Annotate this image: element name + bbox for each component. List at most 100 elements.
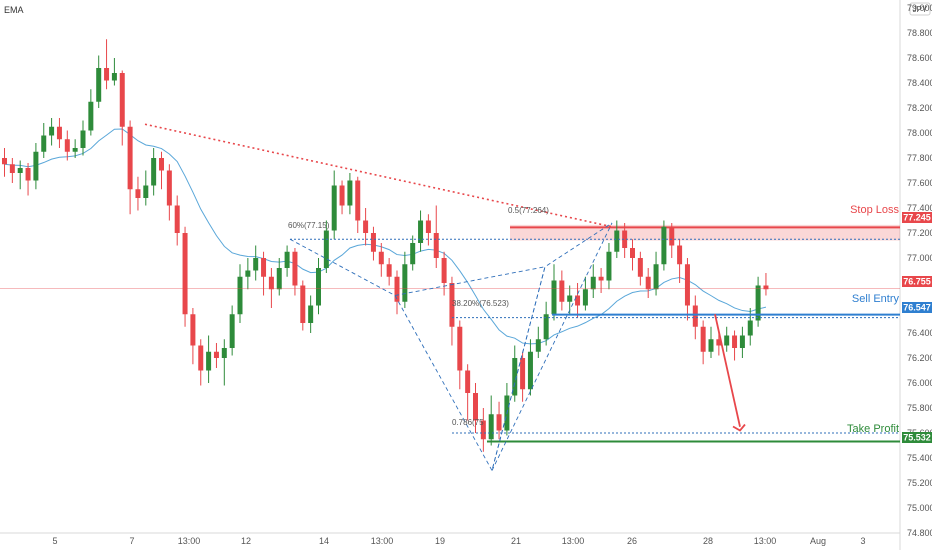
candle-body: [119, 73, 125, 127]
candle-body: [41, 135, 47, 152]
take-profit-price-tag: [902, 432, 932, 443]
candle-body: [386, 264, 392, 277]
candle-body: [622, 230, 628, 248]
candle-body: [2, 158, 7, 165]
candle-body: [253, 258, 259, 271]
candle-body: [159, 158, 164, 171]
candle-body: [692, 305, 698, 327]
candle-body: [17, 168, 23, 173]
stop-loss-price-tag: [902, 212, 932, 223]
x-tick-label: 14: [319, 536, 329, 546]
candle-body: [433, 233, 439, 258]
candle-body: [9, 164, 15, 173]
y-tick-label: 74.800: [907, 528, 932, 538]
candle-body: [425, 220, 431, 233]
y-tick-label: 77.200: [907, 228, 932, 238]
y-tick-label: 78.000: [907, 128, 932, 138]
last-price-text: 76.755: [903, 277, 931, 287]
candle-body: [763, 285, 769, 290]
candle-body: [64, 139, 70, 152]
candle-body: [198, 345, 204, 371]
sell-entry-price-text: 76.547: [903, 303, 931, 313]
candle-body: [677, 245, 683, 265]
candle-body: [276, 268, 282, 290]
y-tick-label: 79.000: [907, 3, 932, 13]
candle-body: [339, 185, 345, 206]
candle-body: [410, 243, 416, 265]
x-tick-label: 19: [435, 536, 445, 546]
candle-body: [480, 420, 486, 440]
candle-body: [669, 226, 675, 246]
candle-body: [739, 335, 745, 348]
candle-body: [653, 264, 659, 290]
x-tick-label: 13:00: [562, 536, 585, 546]
candle-body: [590, 276, 596, 290]
x-tick-label: 28: [703, 536, 713, 546]
candle-body: [323, 230, 329, 268]
candle-body: [575, 295, 581, 306]
x-tick-label: 13:00: [178, 536, 201, 546]
last-price-tag: [902, 276, 932, 287]
y-tick-label: 78.400: [907, 78, 932, 88]
candle-body: [520, 358, 526, 390]
candle-body: [363, 220, 369, 233]
candle-body: [559, 280, 565, 302]
candle-body: [645, 276, 651, 290]
stop-loss-zone: [510, 224, 900, 241]
harmonic-pattern-leg: [394, 266, 546, 471]
candle-body: [237, 276, 243, 315]
candle-body: [724, 335, 730, 346]
candle-body: [166, 170, 172, 206]
candle-body: [637, 258, 643, 277]
candle-body: [708, 339, 714, 352]
fib-0.786-label: 0.786(75: [452, 418, 484, 427]
candle-body: [582, 289, 588, 306]
sell-entry-label: Sell Entry: [852, 293, 900, 305]
candle-body: [370, 233, 376, 252]
take-profit-label: Take Profit: [847, 423, 899, 435]
candle-body: [630, 248, 635, 258]
candle-body: [72, 148, 78, 152]
candle-body: [111, 73, 117, 81]
candle-body: [221, 348, 227, 358]
y-tick-label: 75.000: [907, 503, 932, 513]
y-tick-label: 75.200: [907, 478, 932, 488]
candle-body: [606, 251, 612, 281]
y-tick-labels: 79.000 78.800 78.600 78.400 78.200 78.000 77.8…: [907, 3, 932, 538]
y-tick-label: 78.200: [907, 103, 932, 113]
y-tick-label: 75.400: [907, 453, 932, 463]
drawings-layer: [0, 123, 900, 472]
candle-body: [732, 335, 738, 348]
sell-entry-price-tag: [902, 302, 932, 313]
y-tick-label: 77.800: [907, 153, 932, 163]
candle-body: [614, 230, 620, 252]
stop-loss-price-text: 77.245: [903, 213, 931, 223]
y-tick-label: 77.000: [907, 253, 932, 263]
candle-body: [151, 158, 157, 186]
candle-body: [104, 68, 110, 81]
fib-60-label: 60%(77.15): [288, 221, 330, 230]
candle-body: [88, 101, 94, 131]
candle-body: [535, 339, 541, 352]
x-tick-label: 12: [241, 536, 251, 546]
candle-body: [284, 251, 290, 268]
y-tick-label: 76.000: [907, 378, 932, 388]
candle-body: [261, 258, 267, 277]
candle-body: [308, 305, 314, 323]
target-arrow-head: [732, 423, 746, 432]
candle-body: [402, 264, 408, 302]
candle-body: [496, 414, 502, 431]
candle-body: [449, 283, 455, 327]
currency-badge: [909, 2, 931, 16]
y-tick-label: 76.400: [907, 328, 932, 338]
candle-body: [661, 226, 667, 265]
currency-label: JPY: [913, 5, 928, 14]
x-tick-label: 26: [627, 536, 637, 546]
fib-38.2-label: 38.20%(76.523): [452, 299, 509, 308]
candle-body: [418, 220, 424, 243]
x-tick-labels: 5 7 13:00 12 14 13:00 19 21 13:00 26 28 13:00 Aug 3: [52, 536, 865, 546]
candle-body: [182, 233, 188, 315]
stop-loss-label: Stop Loss: [850, 204, 899, 216]
y-tick-label: 76.200: [907, 353, 932, 363]
